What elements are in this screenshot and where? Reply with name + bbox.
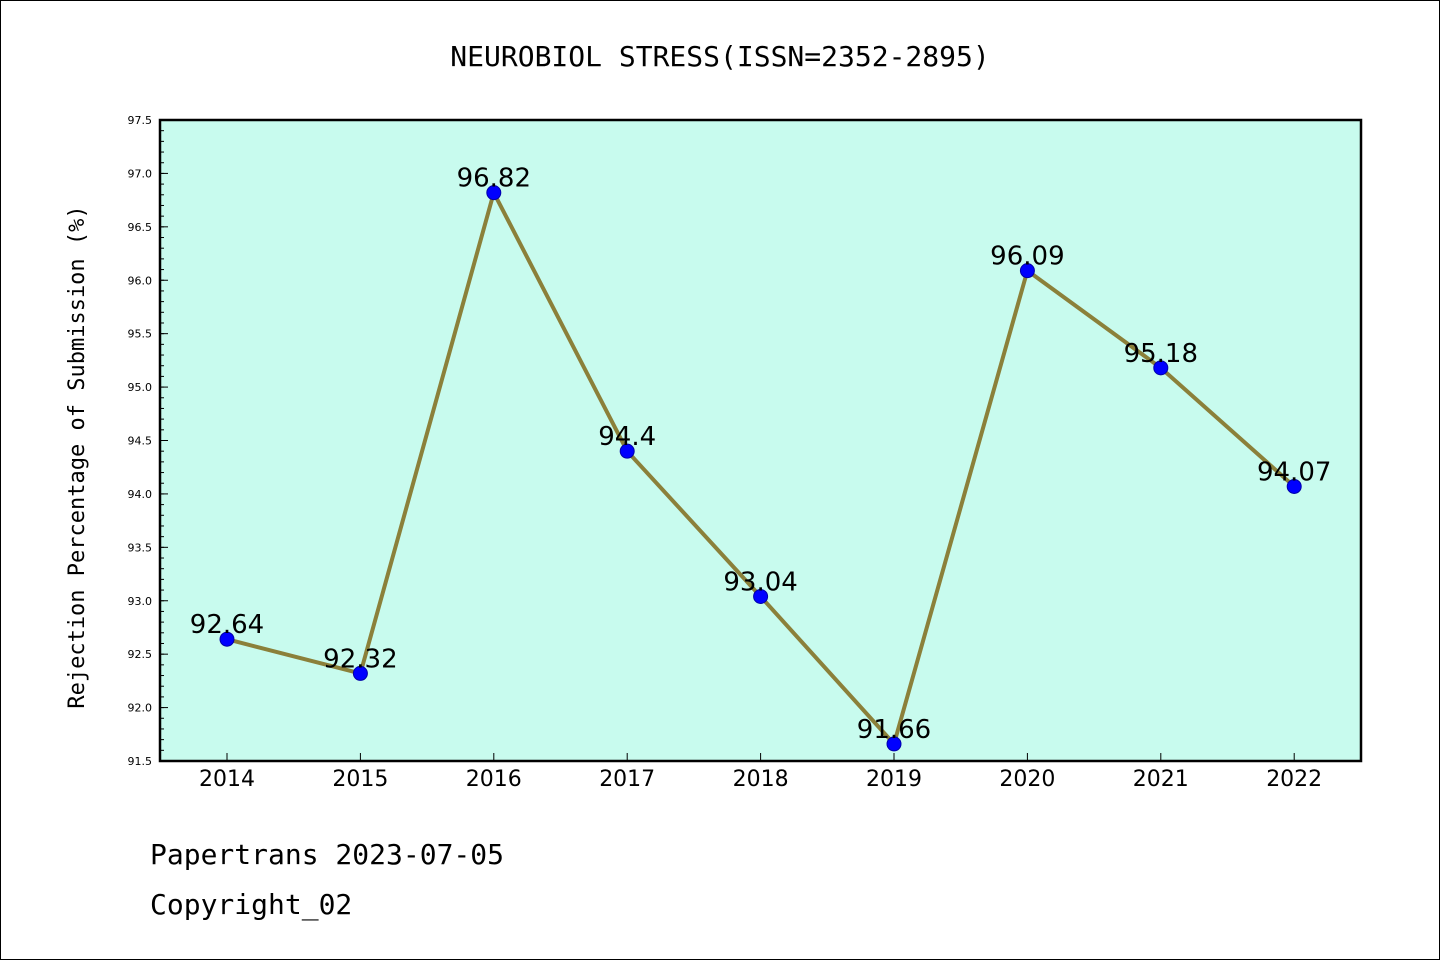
y-tick-label: 97.0 xyxy=(128,167,153,180)
y-tick-label: 95.0 xyxy=(128,381,153,394)
data-point-2016 xyxy=(486,185,502,201)
x-tick-label: 2018 xyxy=(733,767,789,792)
data-point-2014 xyxy=(219,631,235,647)
x-tick-label: 2015 xyxy=(332,767,388,792)
x-tick-label: 2017 xyxy=(599,767,655,792)
data-label-2015: 92.32 xyxy=(323,644,397,674)
data-label-2016: 96.82 xyxy=(457,164,531,194)
x-tick-label: 2021 xyxy=(1133,767,1189,792)
x-tick-label: 2016 xyxy=(466,767,522,792)
y-tick-label: 93.0 xyxy=(128,595,153,608)
y-tick-label: 97.5 xyxy=(128,114,153,127)
y-tick-label: 91.5 xyxy=(128,755,153,768)
y-axis-label: Rejection Percentage of Submission (%) xyxy=(65,205,90,708)
data-points xyxy=(219,185,1302,752)
plot-area xyxy=(160,120,1361,761)
data-point-2019 xyxy=(886,736,902,752)
data-label-2014: 92.64 xyxy=(190,610,264,640)
y-axis-ticks: 91.5 92.0 92.5 93.0 93.5 94.0 94.5 95.0 95.5 96.0… xyxy=(128,114,168,768)
y-tick-label: 92.5 xyxy=(128,648,153,661)
y-tick-label: 94.5 xyxy=(128,435,153,448)
data-point-2017 xyxy=(619,443,635,459)
x-tick-label: 2014 xyxy=(199,767,255,792)
y-tick-label: 95.5 xyxy=(128,328,153,341)
footer-source-date: Papertrans 2023-07-05 xyxy=(150,838,504,871)
data-point-2021 xyxy=(1153,360,1169,376)
data-label-2017: 94.4 xyxy=(598,422,656,452)
x-axis-ticks: 2014 2015 2016 2017 2018 2019 2020 2021 2022 xyxy=(199,753,1322,792)
data-label-2019: 91.66 xyxy=(857,715,931,745)
x-tick-label: 2019 xyxy=(866,767,922,792)
data-point-2022 xyxy=(1286,478,1302,494)
y-tick-label: 96.0 xyxy=(128,274,153,287)
data-point-2020 xyxy=(1019,263,1035,279)
data-label-2021: 95.18 xyxy=(1124,339,1198,369)
data-point-2018 xyxy=(753,588,769,604)
y-tick-label: 92.0 xyxy=(128,702,153,715)
y-tick-label: 96.5 xyxy=(128,221,153,234)
y-tick-label: 93.5 xyxy=(128,541,153,554)
data-label-2020: 96.09 xyxy=(990,242,1064,272)
data-point-2015 xyxy=(352,665,368,681)
y-tick-label: 94.0 xyxy=(128,488,153,501)
data-label-2022: 94.07 xyxy=(1257,457,1331,487)
x-tick-label: 2020 xyxy=(999,767,1055,792)
plot-border xyxy=(158,118,1363,763)
x-tick-label: 2022 xyxy=(1266,767,1322,792)
data-label-2018: 93.04 xyxy=(723,567,797,597)
data-labels: 92.64 92.32 96.82 94.4 93.04 91.66 96.09 95.18 9… xyxy=(190,164,1332,745)
chart-title: NEUROBIOL STRESS(ISSN=2352-2895) xyxy=(450,40,989,73)
footer-copyright: Copyright_02 xyxy=(150,888,352,922)
